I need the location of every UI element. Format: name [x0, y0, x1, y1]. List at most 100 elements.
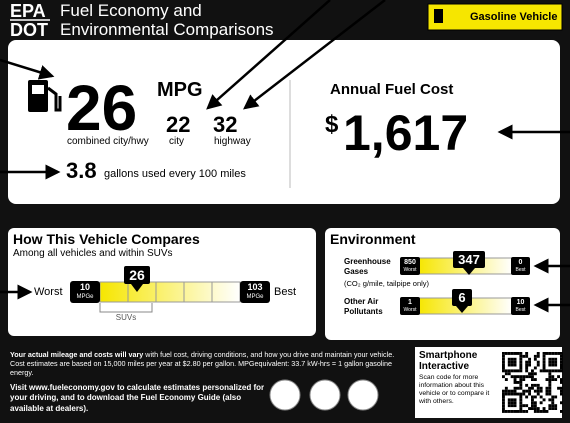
qr-module — [519, 410, 523, 413]
pump-icon — [28, 80, 62, 112]
qr-module — [542, 407, 546, 410]
qr-module — [519, 357, 523, 361]
disclaimer: Your actual mileage and costs will vary … — [10, 350, 405, 377]
air-label: Pollutants — [344, 307, 383, 316]
qr-module — [502, 366, 505, 370]
qr-module — [525, 369, 529, 373]
qr-module — [522, 410, 526, 413]
qr-module — [560, 360, 563, 364]
qr-module — [502, 357, 505, 361]
qr-module — [539, 369, 543, 373]
qr-module — [525, 352, 529, 355]
qr-module — [522, 392, 526, 396]
qr-module — [548, 404, 552, 408]
qr-module — [533, 357, 537, 361]
qr-module — [528, 357, 531, 361]
qr-module — [531, 395, 534, 399]
qr-module — [502, 401, 505, 405]
city-label: city — [169, 136, 184, 147]
qr-module — [507, 392, 511, 396]
qr-module — [510, 401, 514, 405]
qr-module — [533, 378, 537, 381]
qr-module — [513, 352, 517, 355]
qr-module — [510, 375, 514, 379]
qr-module — [560, 392, 563, 396]
qr-module — [560, 369, 563, 373]
title: Environmental Comparisons — [60, 20, 274, 39]
qr-module — [528, 360, 531, 364]
qr-module — [551, 369, 555, 373]
qr-module — [525, 354, 529, 358]
gallons: 3.8 — [66, 158, 97, 183]
qr-module — [551, 352, 555, 355]
qr-module — [502, 404, 505, 408]
qr-module — [542, 352, 546, 355]
qr-module — [551, 404, 555, 408]
qr-module — [533, 404, 537, 408]
qr-module — [554, 352, 558, 355]
qr-module — [502, 360, 505, 364]
qr-module — [539, 386, 543, 390]
qr-module — [539, 389, 543, 393]
qr-module — [507, 360, 511, 364]
qr-module — [542, 363, 546, 367]
qr-module — [548, 398, 552, 402]
worst-word: Worst — [403, 267, 417, 273]
qr-module — [502, 410, 505, 413]
main-panel — [8, 40, 560, 204]
qr-module — [513, 381, 517, 384]
qr-module — [519, 352, 523, 355]
qr-module — [504, 372, 508, 376]
qr-module — [551, 395, 555, 399]
qr-module — [533, 395, 537, 399]
qr-module — [504, 369, 508, 373]
qr-module — [525, 383, 529, 387]
qr-module — [536, 392, 540, 396]
qr-module — [533, 354, 537, 358]
qr-module — [545, 410, 549, 413]
agency-bottom: DOT — [10, 20, 48, 40]
qr-module — [519, 366, 523, 370]
qr-module — [542, 360, 546, 364]
qr-module — [513, 357, 517, 361]
qr-module — [536, 386, 540, 390]
qr-module — [504, 378, 508, 381]
qr-module — [551, 363, 555, 367]
qr-module — [536, 383, 540, 387]
qr-module — [519, 354, 523, 358]
qr-module — [519, 392, 523, 396]
qr-module — [502, 398, 505, 402]
qr-module — [533, 389, 537, 393]
ghg-worst: 850 — [404, 259, 416, 266]
qr-module — [516, 392, 520, 396]
qr-module — [507, 389, 511, 393]
qr-module — [507, 357, 511, 361]
qr-module — [545, 378, 549, 381]
qr-module — [525, 375, 529, 379]
qr-module — [510, 369, 514, 373]
cost-title: Annual Fuel Cost — [330, 81, 454, 98]
qr-module — [513, 363, 517, 367]
best-word: Best — [515, 267, 526, 273]
qr-module — [519, 398, 523, 402]
qr-module — [554, 407, 558, 410]
qr-module — [502, 389, 505, 393]
qr-module — [525, 395, 529, 399]
qr-module — [507, 369, 511, 373]
vehicle-type: Gasoline Vehicle — [470, 11, 558, 23]
smartphone-title: Interactive — [419, 361, 470, 372]
qr-module — [548, 389, 552, 393]
pump-icon-small — [434, 9, 443, 23]
compare-title: How This Vehicle Compares — [13, 231, 200, 247]
qr-module — [548, 392, 552, 396]
qr-module — [513, 375, 517, 379]
qr-module — [560, 363, 563, 367]
class-label: SUVs — [115, 313, 137, 322]
qr-module — [513, 369, 517, 373]
qr-module — [533, 366, 537, 370]
environment-title: Environment — [330, 231, 416, 247]
qr-module — [551, 357, 555, 361]
qr-module — [554, 360, 558, 364]
unit: MPGe — [76, 294, 94, 300]
qr-module — [542, 369, 546, 373]
